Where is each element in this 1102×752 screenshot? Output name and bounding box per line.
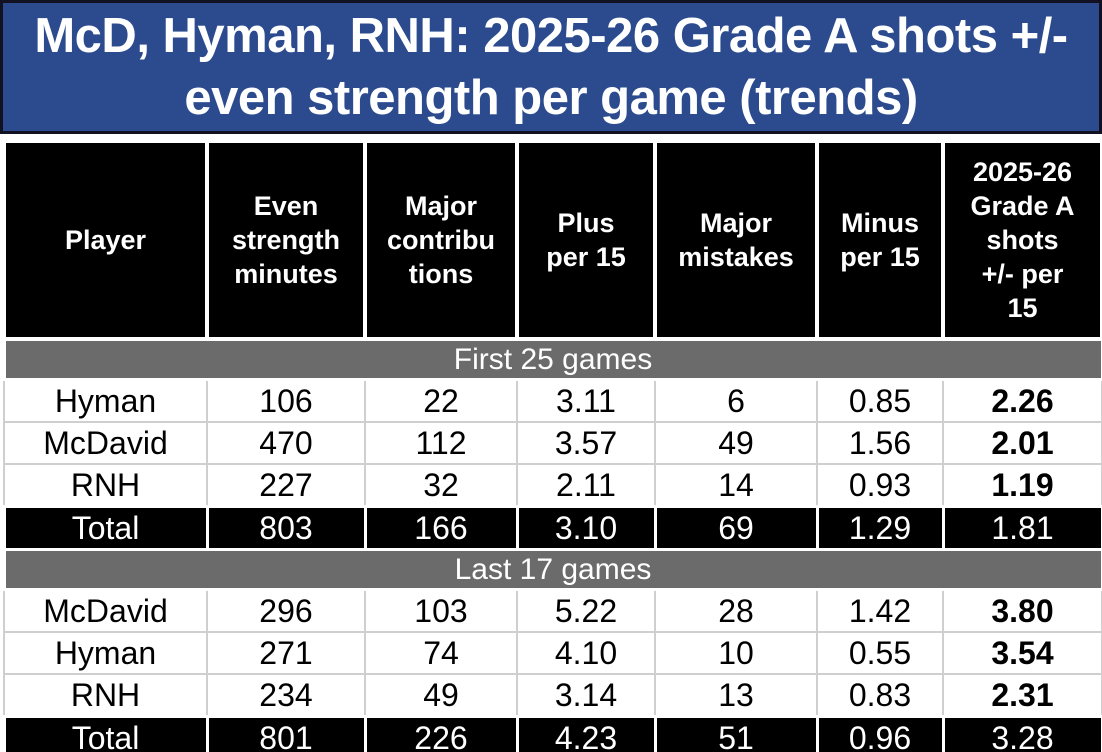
- value-cell: 5.22: [516, 588, 656, 633]
- table-row: RNH 227 32 2.11 14 0.93 1.19: [3, 463, 1102, 508]
- value-cell: 28: [654, 588, 818, 633]
- value-cell: 0.83: [816, 673, 944, 718]
- value-cell: 10: [654, 631, 818, 675]
- value-cell: 22: [364, 378, 518, 423]
- column-header-major-contributions: Major contribu tions: [363, 139, 519, 341]
- value-cell: 106: [206, 378, 366, 423]
- player-cell: McDavid: [3, 421, 208, 465]
- value-cell: 74: [364, 631, 518, 675]
- value-cell: 4.10: [516, 631, 656, 675]
- value-cell: 3.80: [942, 588, 1102, 633]
- value-cell: 6: [654, 378, 818, 423]
- total-label-cell: Total: [2, 715, 209, 752]
- total-value-cell: 3.10: [515, 505, 657, 551]
- value-cell: 49: [654, 421, 818, 465]
- value-cell: 0.85: [816, 378, 944, 423]
- value-cell: 49: [364, 673, 518, 718]
- table-row: McDavid 470 112 3.57 49 1.56 2.01: [3, 421, 1102, 465]
- column-header-even-strength-minutes: Even strength minutes: [205, 139, 367, 341]
- column-header-player: Player: [2, 139, 209, 341]
- value-cell: 234: [206, 673, 366, 718]
- total-value-cell: 51: [653, 715, 819, 752]
- value-cell: 227: [206, 463, 366, 508]
- total-value-cell: 0.96: [815, 715, 945, 752]
- value-cell: 296: [206, 588, 366, 633]
- column-header-major-mistakes: Major mistakes: [653, 139, 819, 341]
- value-cell: 1.19: [942, 463, 1102, 508]
- value-cell: 0.55: [816, 631, 944, 675]
- value-cell: 3.57: [516, 421, 656, 465]
- section-header-label: Last 17 games: [2, 548, 1102, 591]
- value-cell: 2.26: [942, 378, 1102, 423]
- player-cell: RNH: [3, 463, 208, 508]
- column-header-minus-per-15: Minus per 15: [815, 139, 945, 341]
- value-cell: 2.31: [942, 673, 1102, 718]
- player-cell: McDavid: [3, 588, 208, 633]
- total-row: Total 803 166 3.10 69 1.29 1.81: [2, 505, 1102, 551]
- value-cell: 1.42: [816, 588, 944, 633]
- stats-table: Player Even strength minutes Major contr…: [2, 139, 1102, 752]
- total-value-cell: 226: [363, 715, 519, 752]
- total-value-cell: 1.81: [941, 505, 1102, 551]
- player-cell: RNH: [3, 673, 208, 718]
- section-header: First 25 games: [2, 337, 1102, 381]
- column-header-grade-a-shots: 2025-26 Grade A shots +/- per 15: [941, 139, 1102, 341]
- value-cell: 103: [364, 588, 518, 633]
- value-cell: 14: [654, 463, 818, 508]
- table-row: Hyman 106 22 3.11 6 0.85 2.26: [3, 378, 1102, 423]
- value-cell: 13: [654, 673, 818, 718]
- total-value-cell: 803: [205, 505, 367, 551]
- total-value-cell: 3.28: [941, 715, 1102, 752]
- total-row: Total 801 226 4.23 51 0.96 3.28: [2, 715, 1102, 752]
- player-cell: Hyman: [3, 378, 208, 423]
- value-cell: 0.93: [816, 463, 944, 508]
- value-cell: 271: [206, 631, 366, 675]
- value-cell: 2.11: [516, 463, 656, 508]
- table-row: RNH 234 49 3.14 13 0.83 2.31: [3, 673, 1102, 718]
- value-cell: 3.14: [516, 673, 656, 718]
- page-title-text: McD, Hyman, RNH: 2025-26 Grade A shots +…: [34, 9, 1068, 125]
- table-row: Hyman 271 74 4.10 10 0.55 3.54: [3, 631, 1102, 675]
- value-cell: 470: [206, 421, 366, 465]
- total-value-cell: 166: [363, 505, 519, 551]
- header-row: Player Even strength minutes Major contr…: [2, 139, 1102, 341]
- value-cell: 3.11: [516, 378, 656, 423]
- total-value-cell: 4.23: [515, 715, 657, 752]
- section-header-label: First 25 games: [2, 337, 1102, 381]
- value-cell: 3.54: [942, 631, 1102, 675]
- table-row: McDavid 296 103 5.22 28 1.42 3.80: [3, 588, 1102, 633]
- player-cell: Hyman: [3, 631, 208, 675]
- total-value-cell: 1.29: [815, 505, 945, 551]
- value-cell: 2.01: [942, 421, 1102, 465]
- value-cell: 112: [364, 421, 518, 465]
- total-value-cell: 69: [653, 505, 819, 551]
- page-title: McD, Hyman, RNH: 2025-26 Grade A shots +…: [0, 0, 1102, 134]
- value-cell: 32: [364, 463, 518, 508]
- value-cell: 1.56: [816, 421, 944, 465]
- column-header-plus-per-15: Plus per 15: [515, 139, 657, 341]
- total-label-cell: Total: [2, 505, 209, 551]
- total-value-cell: 801: [205, 715, 367, 752]
- section-header: Last 17 games: [2, 548, 1102, 591]
